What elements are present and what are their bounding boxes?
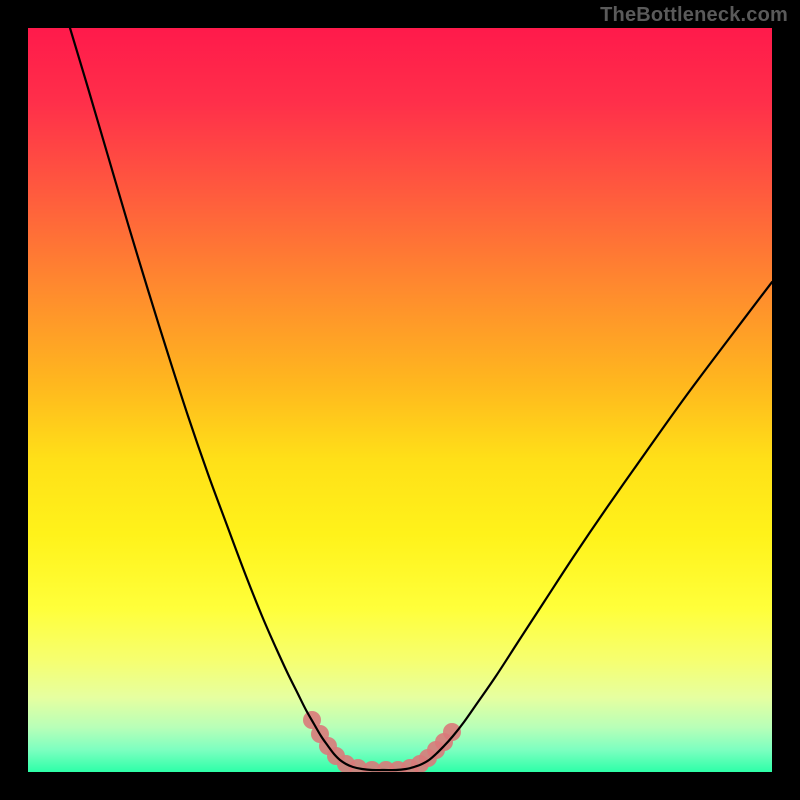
highlight-markers [303,711,461,772]
chart-frame: TheBottleneck.com [0,0,800,800]
watermark-text: TheBottleneck.com [600,4,788,27]
plot-area [28,28,772,772]
curve-layer [28,28,772,772]
bottleneck-curve [70,28,772,770]
